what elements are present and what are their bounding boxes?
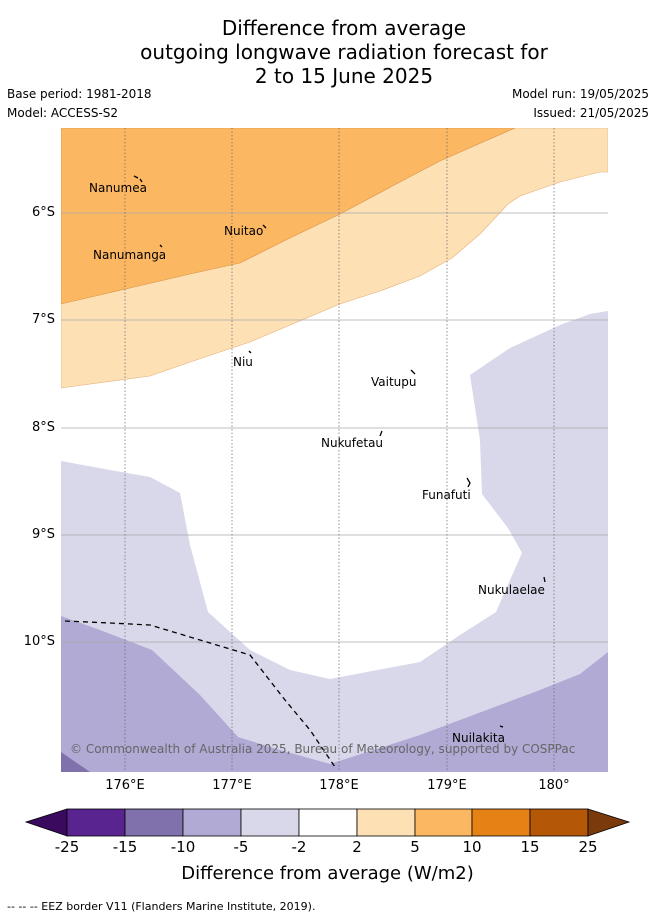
place-label-funafuti: Funafuti [422,488,471,502]
colorbar-segment-9 [529,808,589,837]
colorbar-tick: 15 [520,838,540,856]
issued-date: Issued: 21/05/2025 [533,106,649,120]
chart-title: Difference from average outgoing longwav… [0,16,655,88]
meridian-lines [124,128,555,772]
colorbar-tick: 25 [578,838,598,856]
lon-label-177e: 177°E [212,778,252,793]
lon-label-176e: 176°E [105,778,145,793]
colorbar-extend-high [587,808,631,837]
anomaly-band-plus-5-to-10 [61,128,516,305]
map-plot-area [61,128,608,772]
colorbar-segment-4 [240,808,300,837]
colorbar-segment-3 [182,808,242,837]
colorbar-segment-6 [356,808,416,837]
place-label-nuitao: Nuitao [224,224,264,238]
title-line-3: 2 to 15 June 2025 [254,64,434,88]
lat-label-7s: 7°S [31,312,55,327]
anomaly-band-minus-15-to-10 [61,752,90,772]
place-label-nanumea: Nanumea [89,181,147,195]
lat-label-6s: 6°S [31,205,55,220]
title-line-2: outgoing longwave radiation forecast for [140,40,548,64]
place-label-nukufetau: Nukufetau [321,436,384,450]
lat-label-10s: 10°S [23,634,55,649]
colorbar [24,808,631,837]
colorbar-tick: -5 [233,838,249,856]
title-line-1: Difference from average [221,16,467,40]
place-label-vaitupu: Vaitupu [371,375,417,389]
model-run: Model run: 19/05/2025 [511,87,649,101]
colorbar-tick: 2 [352,838,362,856]
colorbar-tick: -25 [54,838,80,856]
eez-border [64,620,336,768]
colorbar-segment-8 [471,808,531,837]
place-label-nukulaelae: Nukulaelae [478,583,545,597]
colorbar-tick: 5 [410,838,420,856]
anomaly-band-minus-5-to-2 [61,311,608,772]
base-period: Base period: 1981-2018 [7,87,152,101]
eez-legend-note: -- -- -- EEZ border V11 (Flanders Marine… [7,900,316,913]
lon-label-178e: 178°E [319,778,359,793]
lat-label-8s: 8°S [31,420,55,435]
place-label-nuilakita: Nuilakita [452,731,505,745]
colorbar-tick: -15 [112,838,138,856]
place-label-niu: Niu [233,355,253,369]
place-label-nanumanga: Nanumanga [93,248,167,262]
island-shapes [133,175,546,728]
colorbar-segment-5 [298,808,358,837]
grid-lines [61,212,608,643]
colorbar-segment-1 [66,808,126,837]
model-name: Model: ACCESS-S2 [7,106,119,120]
colorbar-extend-low [24,808,68,837]
lon-label-180: 180° [538,778,570,793]
copyright-notice: © Commonwealth of Australia 2025, Bureau… [70,742,576,756]
colorbar-title: Difference from average (W/m2) [181,863,474,884]
colorbar-tick: 10 [462,838,482,856]
lat-label-9s: 9°S [31,527,55,542]
colorbar-segment-2 [124,808,184,837]
colorbar-segment-7 [414,808,473,837]
anomaly-band-minus-10-to-5 [61,616,608,772]
colorbar-tick: -10 [170,838,196,856]
colorbar-tick: -2 [291,838,307,856]
lon-label-179e: 179°E [427,778,467,793]
